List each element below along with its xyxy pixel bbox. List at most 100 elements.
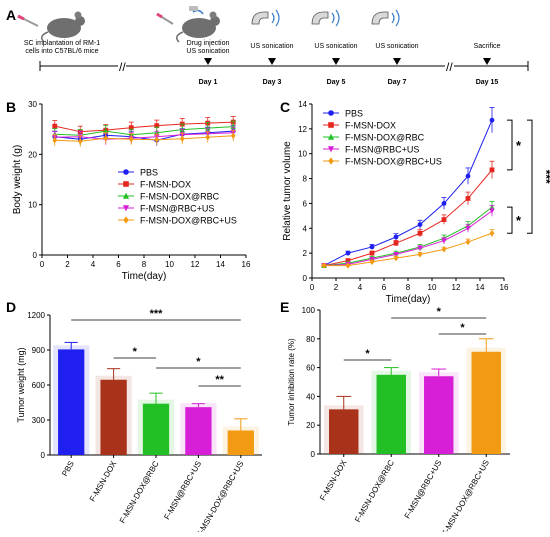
timeline-label: US sonication [375,43,418,50]
data-point [369,244,375,250]
data-point [393,254,399,262]
y-axis-label: Relative tumor volume [282,141,293,241]
series-line [323,210,493,267]
timeline-day-label: Day 5 [327,79,346,86]
significance-bracket [507,119,513,171]
data-point [393,234,399,240]
y-tick-label: 300 [32,416,46,425]
significance-label: ** [215,374,224,386]
legend-label: F-MSN-DOX@RBC [140,192,220,202]
y-axis-label: Tumor inhibition rate (%) [287,338,296,426]
bar [142,403,170,455]
y-axis-label: Body weight (g) [12,145,23,214]
x-tick-label: 10 [165,260,174,269]
data-point [465,238,471,246]
data-point [103,135,109,142]
timeline-label: US sonication [250,43,293,50]
timeline-arrow-icon [204,58,212,65]
x-tick-label: 6 [116,260,121,269]
series-line [323,206,493,267]
y-tick-label: 600 [32,381,46,390]
legend-label: F-MSN-DOX [345,121,396,131]
significance-label: * [516,138,522,153]
bar [376,374,406,454]
data-point [77,138,83,145]
data-point [128,125,134,131]
timeline-label: US sonication [186,48,229,55]
data-point [489,230,495,237]
y-tick-label: 20 [306,421,315,430]
data-point [123,216,129,224]
y-tick-label: 100 [302,306,316,315]
data-point [321,262,327,269]
y-tick-label: 2 [303,249,308,258]
x-tick-label: 4 [91,260,96,269]
panel-letter-e: E [280,299,289,315]
legend-label: PBS [345,109,363,119]
series-line [54,132,234,140]
timeline-arrow-icon [483,58,491,65]
x-tick-label: 2 [334,283,339,292]
timeline-label: cells into C57BL/6 mice [25,48,98,55]
y-tick-label: 4 [303,224,308,233]
axis-break-mark: // [119,60,126,74]
y-tick-label: 0 [303,274,308,283]
data-point [393,251,399,258]
tumor-volume-chart: 0 2 4 6 8 10 12 14 16 0 2 4 6 8 10 12 14 Time(day) Relativ… [282,100,550,305]
panel-letter-c: C [280,99,290,115]
data-point [328,157,334,165]
x-tick-label: 8 [142,260,147,269]
y-tick-label: 12 [298,125,307,134]
mouse-icon [17,11,85,43]
y-tick-label: 20 [28,150,37,159]
x-tick-label: 16 [242,260,251,269]
significance-label: *** [539,170,550,184]
data-point [441,246,447,253]
x-tick-label: F-MSN-DOX@RBC [353,458,396,524]
panel-a-timeline: A [6,6,529,86]
data-point [489,117,495,123]
series-line [323,119,493,267]
significance-label: * [365,348,370,360]
data-point [417,222,423,227]
timeline-label: Sacrifice [474,43,501,50]
x-tick-label: F-MSN-DOX@RBC [118,459,161,525]
data-point [128,136,134,143]
x-tick-label: 6 [382,283,387,292]
data-point [327,133,335,140]
bar [185,407,212,455]
x-axis-label: Time(day) [386,294,431,305]
data-point [123,181,129,187]
y-tick-label: 0 [41,451,46,460]
significance-label: * [133,346,138,358]
data-point [179,135,185,142]
series-line [54,135,234,142]
y-tick-label: 6 [303,199,308,208]
body-weight-chart: 0 2 4 6 8 10 12 14 16 0 10 20 30 Time(day) Body weight… [12,100,251,282]
panel-letter-a: A [6,7,16,23]
y-tick-label: 1200 [27,311,45,320]
x-tick-label: 14 [476,283,485,292]
legend-label: F-MSN-DOX [140,180,191,190]
series-line [323,169,493,267]
data-point [154,136,160,143]
significance-label: * [516,213,522,228]
significance-bracket [527,119,533,234]
data-point [417,245,423,252]
x-tick-label: PBS [60,460,76,478]
data-point [328,110,334,116]
significance-label: * [460,322,465,334]
timeline-day-label: Day 3 [263,79,282,86]
x-tick-label: F-MSN@RBC+US [162,460,203,522]
data-point [230,123,236,130]
data-point [417,251,423,258]
legend-label: PBS [140,168,158,178]
series-line [54,126,234,136]
data-point [230,132,236,139]
timeline-label: SC implantation of RM-1 [24,40,100,47]
data-point [465,225,471,232]
legend-label: F-MSN@RBC+US [345,145,419,155]
x-tick-label: 10 [428,283,437,292]
x-tick-label: F-MSN-DOX [318,458,349,502]
timeline-label: US sonication [314,43,357,50]
